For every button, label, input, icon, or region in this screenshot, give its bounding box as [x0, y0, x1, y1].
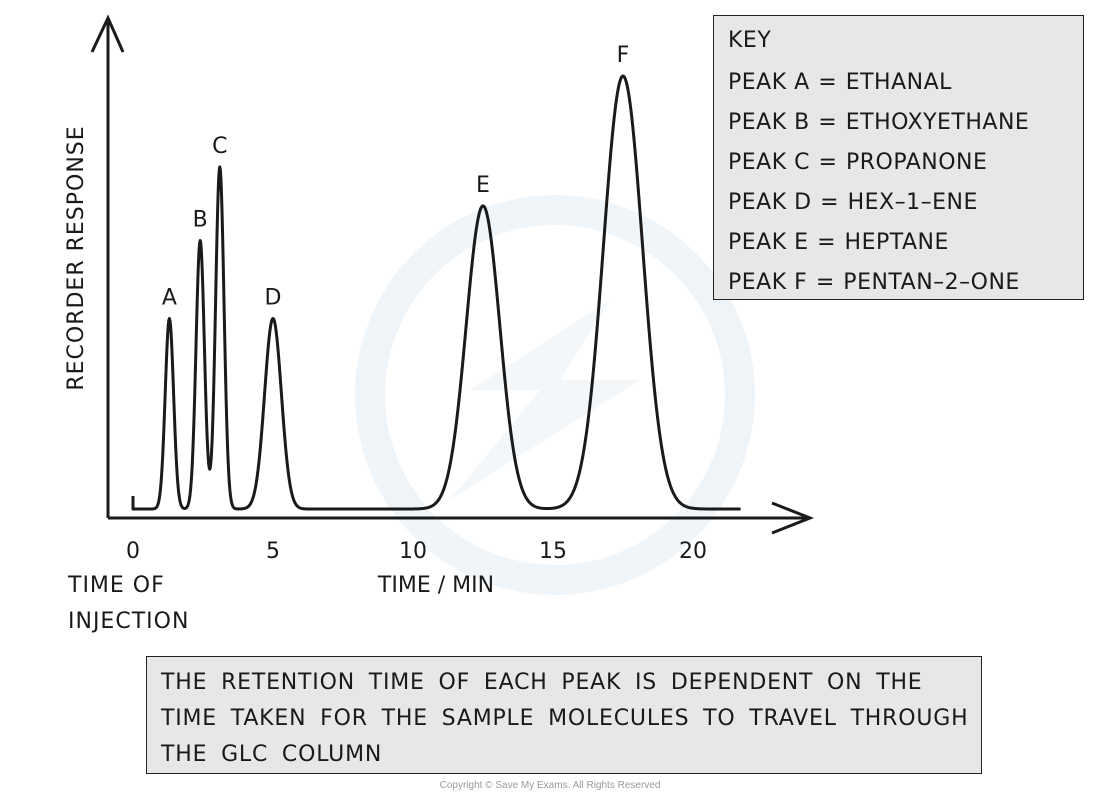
peak-label-f: F: [617, 43, 630, 68]
x-axis: [108, 501, 815, 535]
key-compound-d: HEX–1–ENE: [847, 190, 978, 215]
key-row-f: PEAK F = PENTAN–2–ONE: [728, 270, 1020, 295]
key-row-b: PEAK B = ETHOXYETHANE: [728, 110, 1030, 135]
peak-label-d: D: [265, 285, 282, 310]
key-peak-a: PEAK A: [728, 70, 810, 95]
peak-label-b: B: [193, 208, 208, 233]
peak-label-a: A: [162, 285, 177, 310]
explanation-box: THE RETENTION TIME OF EACH PEAK IS DEPEN…: [146, 656, 982, 774]
key-peak-c: PEAK C: [728, 150, 810, 175]
key-compound-a: ETHANAL: [845, 70, 952, 95]
peak-label-e: E: [476, 173, 490, 198]
key-compound-e: HEPTANE: [844, 230, 949, 255]
x-tick-label: 10: [399, 539, 427, 564]
peak-labels: A B C D E F: [162, 43, 629, 310]
key-row-c: PEAK C = PROPANONE: [728, 150, 988, 175]
peak-label-c: C: [212, 134, 227, 159]
key-compound-c: PROPANONE: [846, 150, 988, 175]
watermark-logo: [355, 195, 755, 595]
x-tick-label: 0: [126, 539, 140, 564]
key-peak-f: PEAK F: [728, 270, 808, 295]
key-row-e: PEAK E = HEPTANE: [728, 230, 949, 255]
y-axis-label: RECORDER RESPONSE: [64, 125, 89, 390]
y-axis: [90, 14, 125, 518]
explanation-text: THE RETENTION TIME OF EACH PEAK IS DEPEN…: [161, 670, 969, 767]
key-title: KEY: [728, 28, 772, 53]
x-tick-label: 20: [679, 539, 707, 564]
origin-label-line2: INJECTION: [68, 609, 189, 634]
key-peak-d: PEAK D: [728, 190, 812, 215]
key-peak-b: PEAK B: [728, 110, 810, 135]
x-axis-label: TIME / MIN: [377, 573, 494, 598]
key-compound-f: PENTAN–2–ONE: [843, 270, 1020, 295]
key-box: KEY PEAK A = ETHANAL PEAK B = ETHOXYETHANE P…: [713, 15, 1084, 300]
x-tick-label: 15: [539, 539, 567, 564]
x-tick-labels: 0 5 10 15 20: [126, 539, 707, 564]
key-row-d: PEAK D = HEX–1–ENE: [728, 190, 978, 215]
key-row-a: PEAK A = ETHANAL: [728, 70, 952, 95]
chromatogram-trace: [131, 74, 742, 511]
key-compound-b: ETHOXYETHANE: [845, 110, 1030, 135]
copyright-notice: Copyright © Save My Exams. All Rights Re…: [439, 780, 661, 791]
key-peak-e: PEAK E: [728, 230, 809, 255]
x-tick-label: 5: [266, 539, 280, 564]
origin-label-line1: TIME OF: [67, 573, 165, 598]
